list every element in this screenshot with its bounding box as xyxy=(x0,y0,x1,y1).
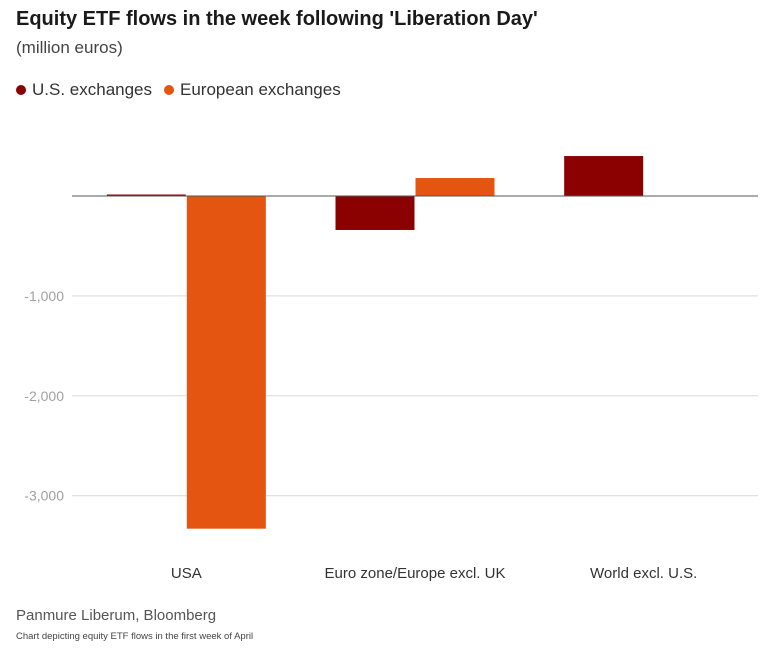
chart-caption: Chart depicting equity ETF flows in the … xyxy=(16,631,254,642)
legend-item-us: U.S. exchanges xyxy=(16,80,152,100)
bar-europe-0 xyxy=(186,196,266,529)
legend: U.S. exchanges European exchanges xyxy=(16,80,353,100)
bar-us-2 xyxy=(564,156,644,196)
legend-label-us: U.S. exchanges xyxy=(32,80,153,99)
y-tick-label-2: -3,000 xyxy=(24,488,64,504)
x-category-label-2: World excl. U.S. xyxy=(590,565,697,582)
bar-us-1 xyxy=(335,196,415,230)
source-note: Panmure Liberum, Bloomberg xyxy=(16,607,217,624)
legend-swatch-europe xyxy=(164,85,175,95)
chart-plot: -1,000 -2,000 -3,000 USA Euro zone/Europe ex… xyxy=(24,156,758,582)
legend-label-europe: European exchanges xyxy=(180,80,341,99)
bar-us-0 xyxy=(106,194,186,197)
x-category-label-0: USA xyxy=(171,565,202,582)
y-tick-label-1: -2,000 xyxy=(24,388,64,404)
bar-europe-1 xyxy=(415,178,495,196)
legend-item-europe: European exchanges xyxy=(164,80,341,100)
chart-title: Equity ETF flows in the week following '… xyxy=(16,8,538,30)
legend-swatch-us xyxy=(16,85,26,95)
y-tick-label-0: -1,000 xyxy=(24,288,64,304)
chart-subtitle: (million euros) xyxy=(16,38,123,57)
x-category-label-1: Euro zone/Europe excl. UK xyxy=(325,565,506,582)
